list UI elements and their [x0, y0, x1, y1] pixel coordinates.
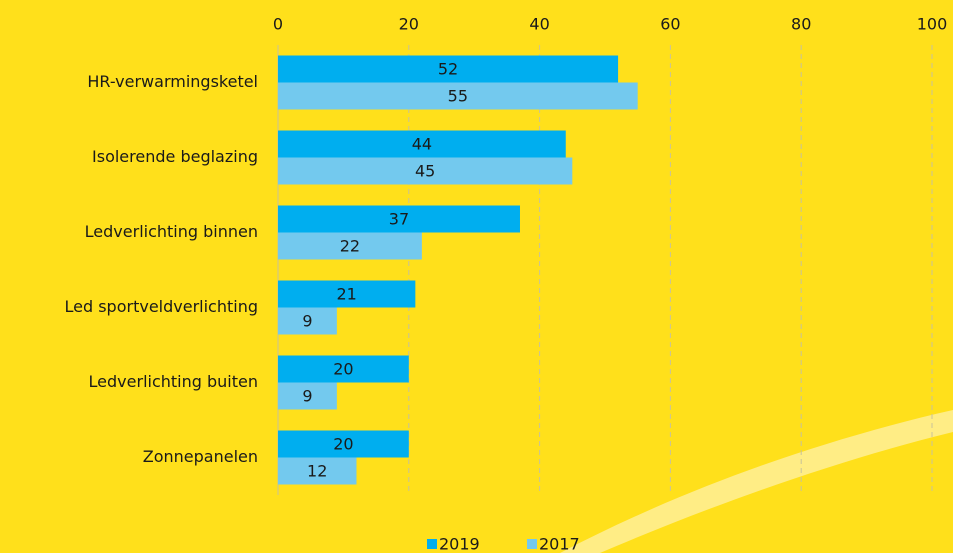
data-label: 12: [307, 462, 327, 481]
x-tick-label: 0: [273, 15, 283, 34]
legend-label: 2019: [439, 535, 480, 553]
x-tick-label: 80: [791, 15, 811, 34]
data-label: 52: [438, 60, 458, 79]
chart: 0 20 40 60 80 100 HR-verwarmingsketel 52 55 Isole…: [0, 0, 953, 553]
y-tick-label: HR-verwarmingsketel: [87, 72, 258, 91]
y-tick-label: Ledverlichting binnen: [85, 222, 258, 241]
data-label: 21: [336, 285, 356, 304]
y-tick-label: Isolerende beglazing: [92, 147, 258, 166]
y-tick-label: Ledverlichting buiten: [89, 372, 258, 391]
data-label: 45: [415, 162, 435, 181]
y-tick-label: Led sportveldverlichting: [65, 297, 259, 316]
y-tick-label: Zonnepanelen: [143, 447, 258, 466]
x-tick-label: 40: [529, 15, 549, 34]
legend-swatch: [527, 539, 537, 549]
data-label: 9: [302, 387, 312, 406]
legend-label: 2017: [539, 535, 580, 553]
data-label: 44: [412, 135, 432, 154]
legend-swatch: [427, 539, 437, 549]
data-label: 20: [333, 435, 353, 454]
data-label: 22: [340, 237, 360, 256]
x-tick-label: 20: [399, 15, 419, 34]
data-label: 9: [302, 312, 312, 331]
data-label: 20: [333, 360, 353, 379]
x-tick-label: 60: [660, 15, 680, 34]
data-label: 37: [389, 210, 409, 229]
decoration: [560, 410, 953, 553]
x-tick-label: 100: [917, 15, 948, 34]
data-label: 55: [448, 87, 468, 106]
